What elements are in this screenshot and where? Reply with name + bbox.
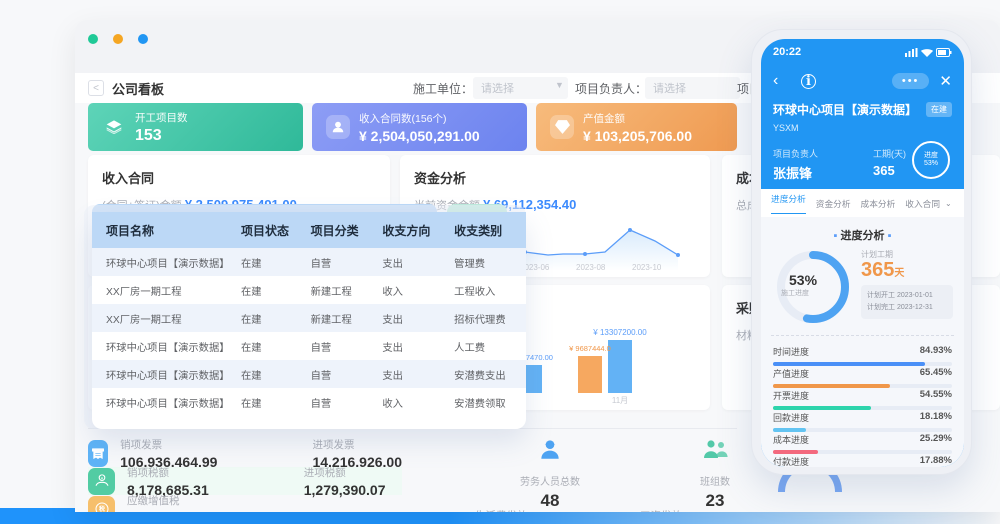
svg-text:税: 税 [98,505,104,512]
svg-text:¥ 13307200.00: ¥ 13307200.00 [592,328,647,337]
svg-text:11月: 11月 [612,396,628,405]
svg-text:¥ 9687444.0: ¥ 9687444.0 [569,344,611,353]
